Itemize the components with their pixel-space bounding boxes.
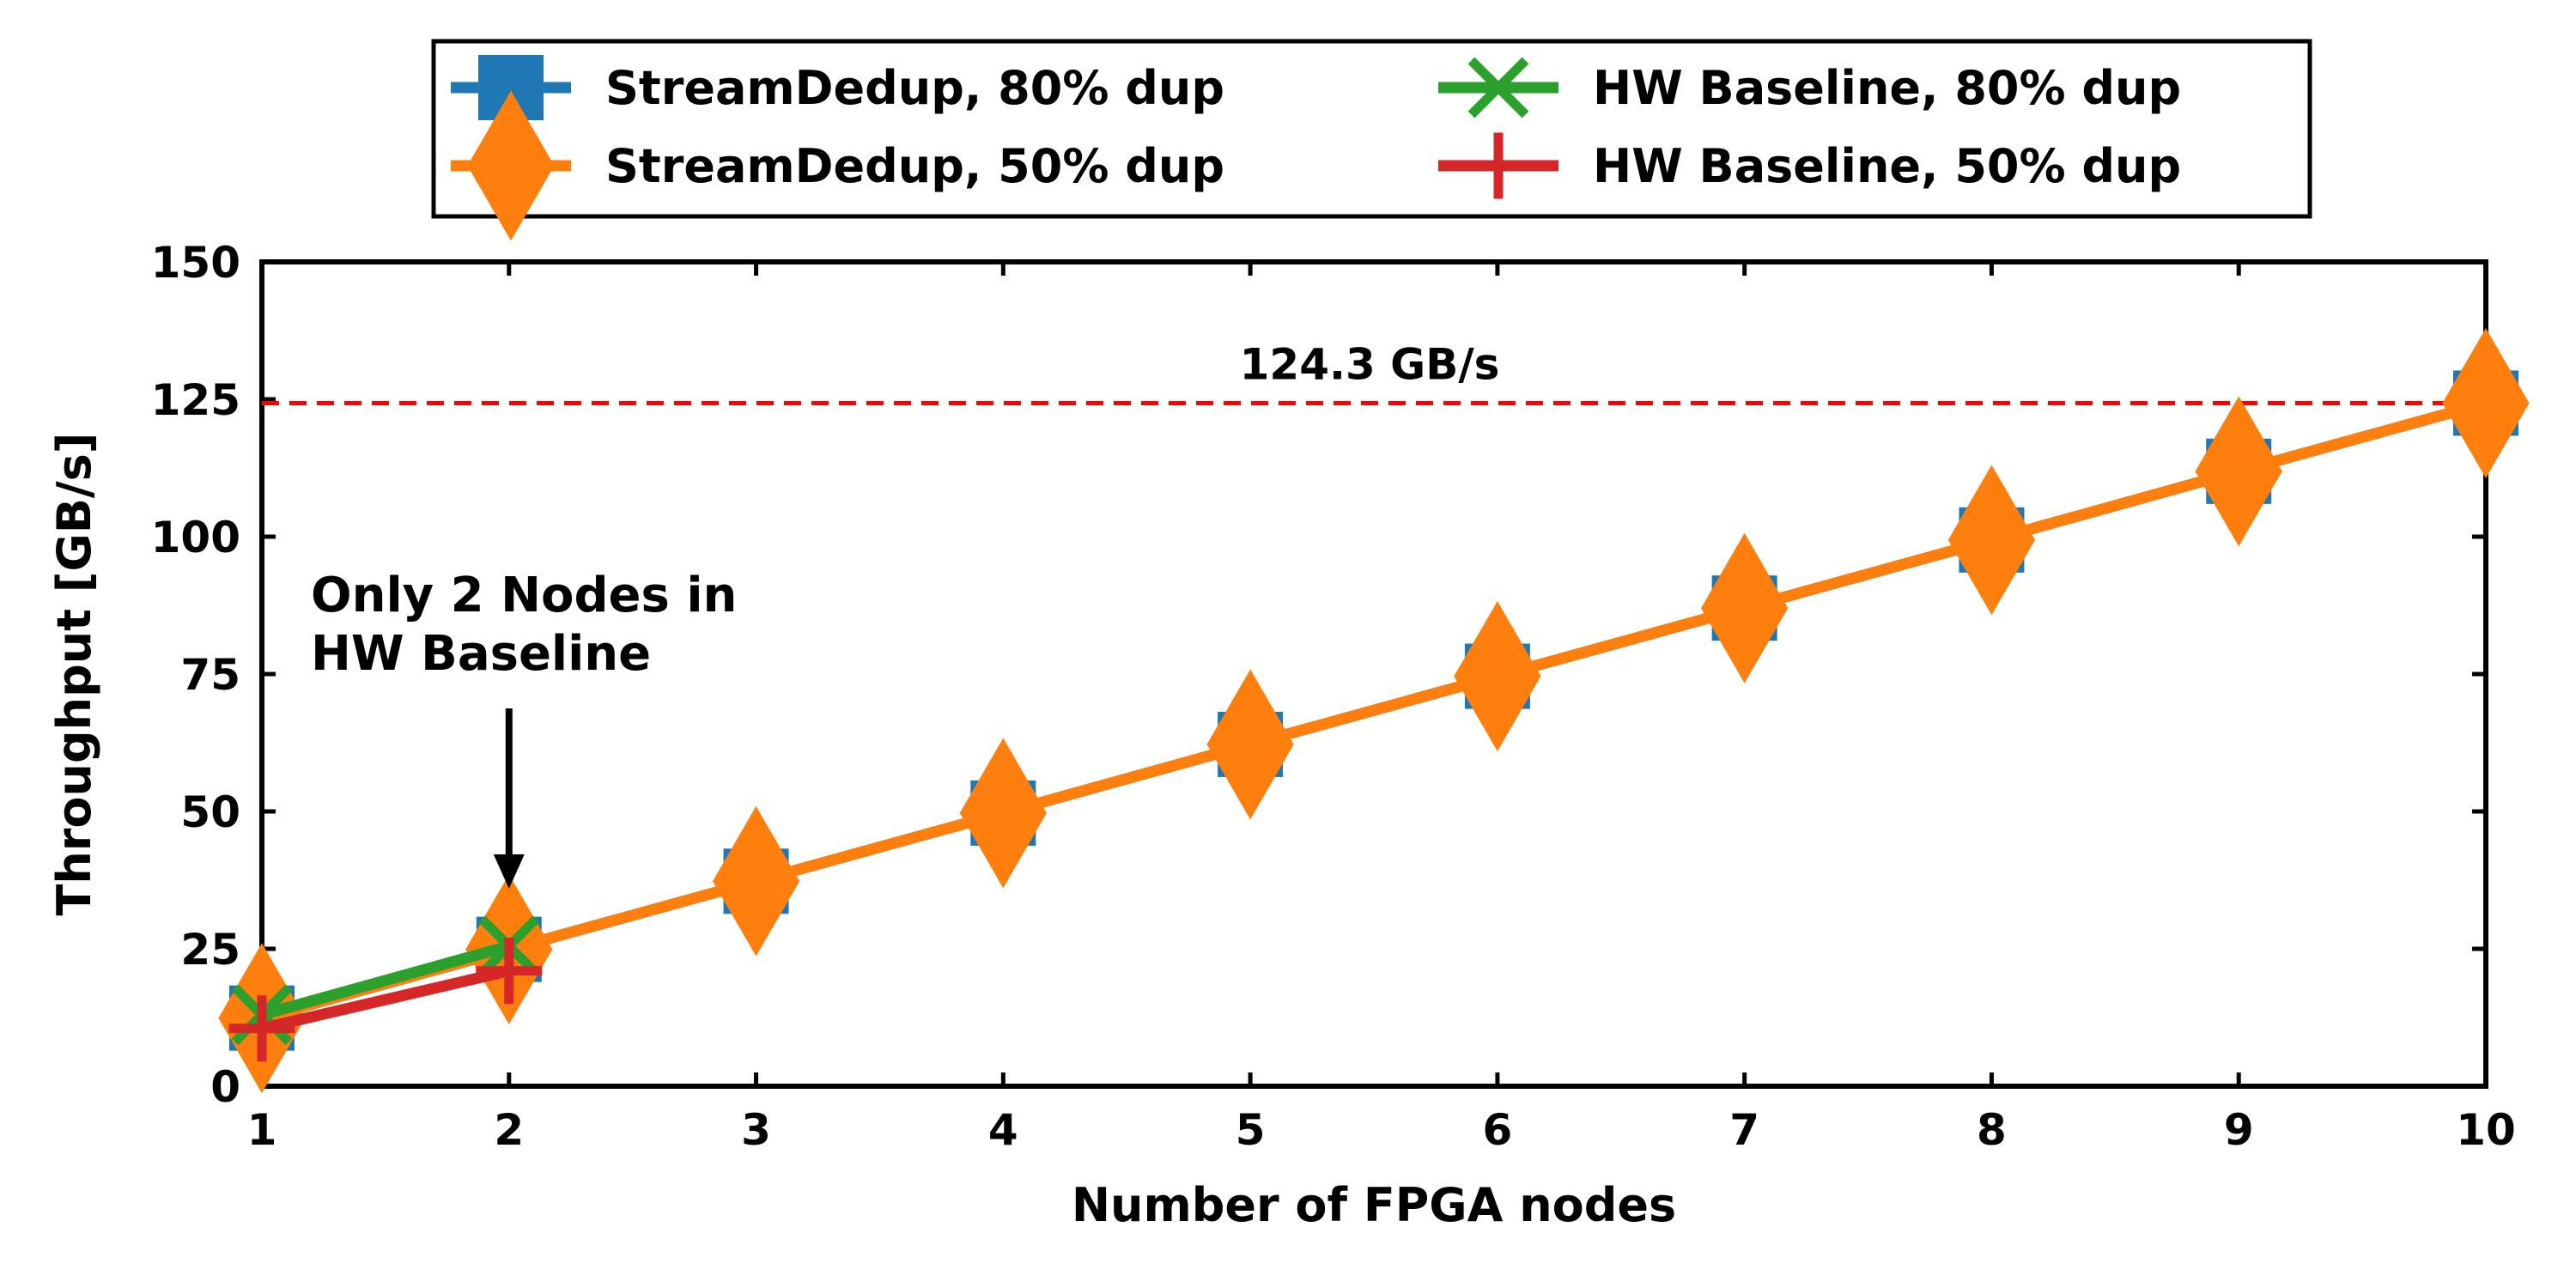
data-point [2195, 396, 2282, 547]
legend-entry: HW Baseline, 50% dup [1438, 132, 2181, 199]
data-point [228, 995, 295, 1062]
legend-label: StreamDedup, 80% dup [605, 61, 1224, 115]
data-point [1701, 532, 1789, 683]
legend-label: HW Baseline, 50% dup [1593, 139, 2181, 193]
y-tick-label: 100 [151, 513, 240, 562]
series-line [260, 398, 2488, 1024]
x-tick-label: 10 [2456, 1105, 2516, 1155]
data-point [1947, 465, 2036, 616]
legend-entry: HW Baseline, 80% dup [1438, 57, 2181, 118]
x-tick-label: 7 [1729, 1105, 1759, 1155]
annotation-arrow-head [493, 854, 525, 889]
legend-marker [467, 90, 555, 241]
data-point [1206, 669, 1294, 820]
x-tick-label: 3 [741, 1105, 771, 1155]
series-layer [218, 328, 2530, 1094]
legend-entry: StreamDedup, 80% dup [451, 55, 1224, 120]
x-axis-label: Number of FPGA nodes [1072, 1178, 1676, 1232]
annotation-text-line-2: HW Baseline [311, 626, 651, 682]
legend-entry: StreamDedup, 50% dup [451, 90, 1224, 241]
y-tick-label: 75 [180, 650, 240, 700]
y-tick-label: 50 [180, 787, 240, 837]
data-point [2442, 328, 2530, 478]
annotation: Only 2 Nodes in HW Baseline [311, 568, 737, 889]
x-tick-label: 1 [247, 1105, 277, 1155]
x-tick-label: 4 [988, 1105, 1018, 1155]
y-axis-label: Throughput [GB/s] [47, 433, 101, 916]
data-point [476, 938, 543, 1005]
legend-label: HW Baseline, 80% dup [1593, 61, 2181, 115]
series-4 [228, 938, 543, 1062]
legend-box [431, 39, 2312, 219]
y-tick-label: 25 [180, 925, 240, 975]
data-point [712, 805, 800, 957]
reference-line-label: 124.3 GB/s [1240, 339, 1500, 389]
x-tick-label: 2 [494, 1105, 524, 1155]
y-tick-label: 125 [151, 375, 240, 425]
y-tick-label: 150 [151, 238, 240, 288]
legend-marker [1467, 57, 1529, 118]
x-tick-label: 5 [1236, 1105, 1266, 1155]
legend-marker [1465, 132, 1532, 199]
x-tick-label: 8 [1977, 1105, 2007, 1155]
data-point [1454, 601, 1541, 751]
legend-items: StreamDedup, 80% dup StreamDedup, 50% dup… [451, 55, 2181, 241]
series-line [260, 965, 511, 1035]
legend: StreamDedup, 80% dup StreamDedup, 50% dup… [431, 39, 2312, 241]
series-line [260, 940, 511, 1021]
legend-label: StreamDedup, 50% dup [605, 139, 1224, 193]
series-2 [218, 328, 2530, 1094]
x-tick-label: 9 [2224, 1105, 2254, 1155]
annotation-text-line-1: Only 2 Nodes in [311, 568, 737, 623]
x-tick-label: 6 [1482, 1105, 1512, 1155]
y-tick-label: 0 [210, 1062, 240, 1112]
data-point [959, 738, 1047, 889]
